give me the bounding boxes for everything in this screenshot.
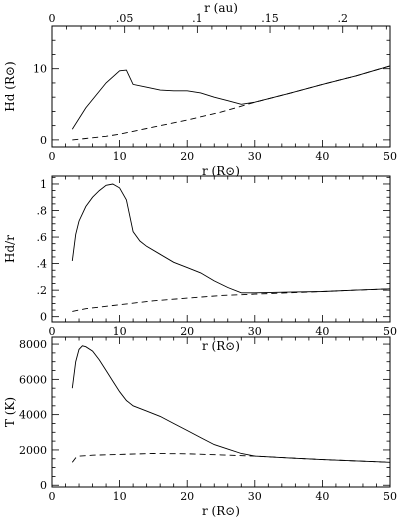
y-tick-label: 2000 — [19, 444, 47, 457]
x-tick-label: 10 — [113, 150, 127, 163]
y-tick-label: .8 — [37, 205, 48, 218]
y-tick-label: 4000 — [19, 409, 47, 422]
panel-2: 0 10 20 30 40 50 0 .2 .4 .6 .8 1 r (R⊙) Hd/r — [3, 175, 397, 353]
x-tick-label: 20 — [180, 150, 194, 163]
plot-frame — [51, 336, 391, 488]
y-tick-label: .2 — [37, 284, 48, 297]
series-solid-line — [71, 183, 391, 294]
x-tick-label: 40 — [315, 325, 329, 338]
x-tick-label: 30 — [248, 490, 262, 503]
x-tick-label: 0 — [49, 150, 56, 163]
series-dashed-line — [72, 288, 391, 312]
top-tick-label: 0 — [49, 12, 56, 25]
x-tick-label: 40 — [315, 490, 329, 503]
y-axis-label: T (K) — [3, 397, 17, 427]
plot-frame — [51, 175, 391, 323]
top-tick-label: .1 — [192, 12, 203, 25]
top-axis-label: r (au) — [204, 1, 238, 15]
x-tick-label: 20 — [180, 490, 194, 503]
series-dashed-line — [71, 453, 391, 463]
x-tick-label: 20 — [180, 325, 194, 338]
series-dashed-line — [72, 65, 391, 141]
y-tick-label: .6 — [37, 231, 48, 244]
y-tick-label: 0 — [40, 311, 47, 324]
x-tick-label: 30 — [248, 325, 262, 338]
x-tick-label: 50 — [383, 490, 397, 503]
series-solid-line — [71, 65, 391, 130]
top-tick-label: .2 — [337, 12, 348, 25]
y-tick-label: 10 — [33, 63, 47, 76]
y-axis-label: Hd/r — [3, 235, 17, 263]
y-tick-label: .4 — [37, 258, 48, 271]
x-tick-label: 30 — [248, 150, 262, 163]
y-tick-label: 1 — [40, 178, 47, 191]
y-tick-label: 0 — [40, 134, 47, 147]
x-tick-label: 0 — [49, 325, 56, 338]
series-solid-line — [71, 345, 391, 463]
x-tick-label: 50 — [383, 325, 397, 338]
panel-3: 0 10 20 30 40 50 0 2000 4000 6000 8000 r (R⊙) T (K) — [3, 336, 397, 518]
panel-1: 0 10 20 30 40 50 0 10 r (R⊙) Hd (R⊙) 0 .05 .1 .15 .2 r … — [3, 1, 397, 178]
y-tick-label: 8000 — [19, 338, 47, 351]
x-tick-label: 10 — [113, 490, 127, 503]
x-axis-label: r (R⊙) — [202, 164, 240, 178]
x-tick-label: 10 — [113, 325, 127, 338]
top-tick-label: .15 — [261, 12, 279, 25]
x-axis-label: r (R⊙) — [202, 504, 240, 518]
x-tick-label: 50 — [383, 150, 397, 163]
y-tick-label: 0 — [40, 479, 47, 492]
x-tick-label: 40 — [315, 150, 329, 163]
top-tick-label: .05 — [116, 12, 134, 25]
x-tick-label: 0 — [49, 490, 56, 503]
plot-frame — [51, 25, 391, 148]
y-axis-label: Hd (R⊙) — [3, 61, 17, 111]
y-tick-label: 6000 — [19, 373, 47, 386]
x-axis-label: r (R⊙) — [202, 339, 240, 353]
